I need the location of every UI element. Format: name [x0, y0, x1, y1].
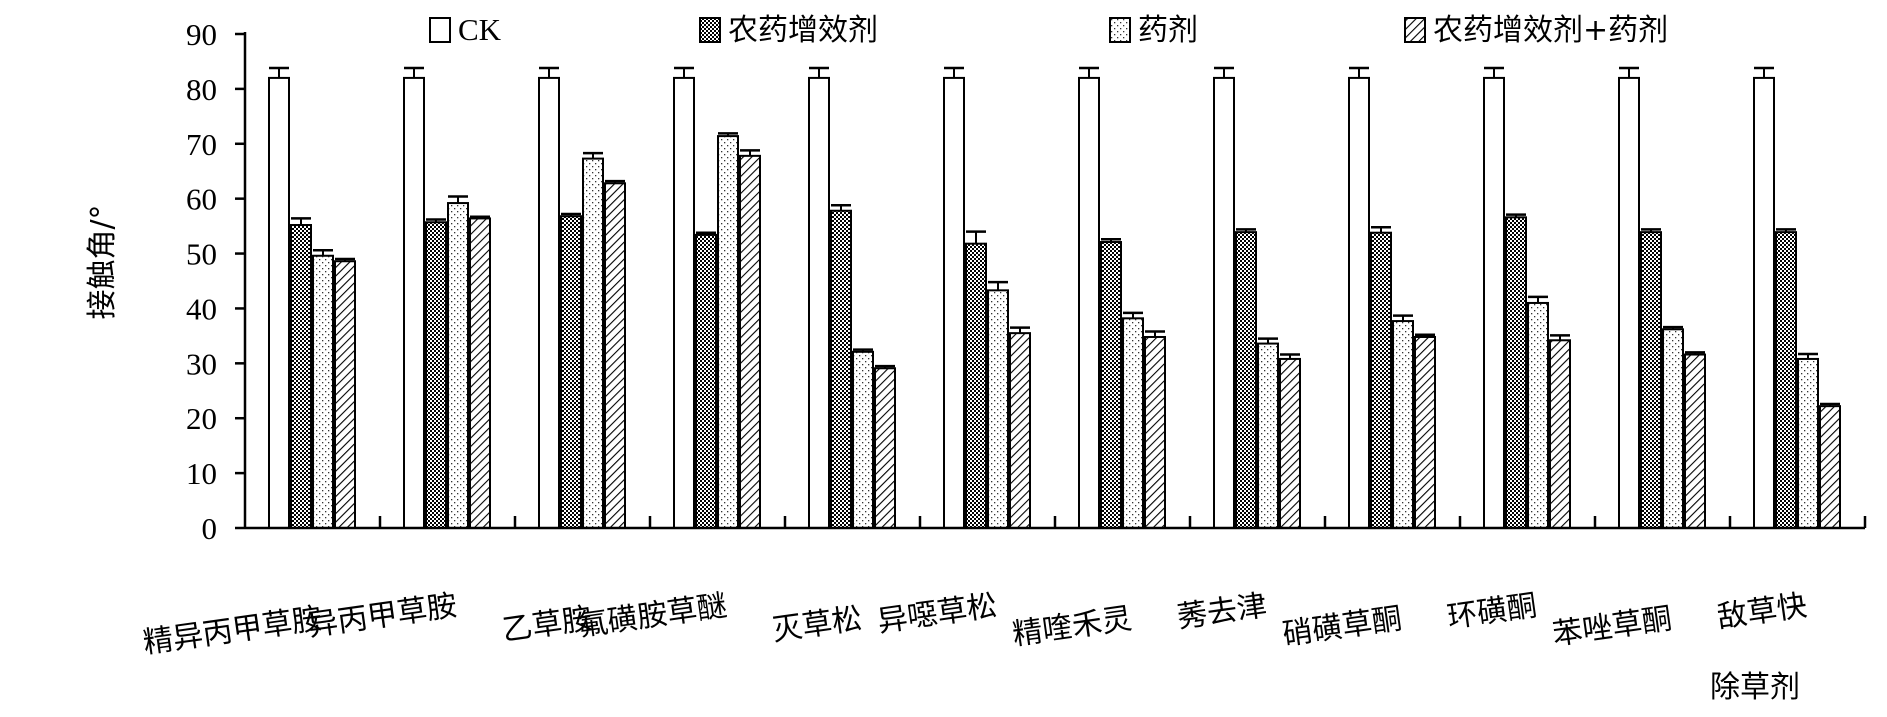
bar: [1144, 335, 1166, 529]
bar: [1370, 231, 1392, 529]
bar: [1618, 76, 1640, 530]
bar: [874, 367, 896, 530]
bar: [469, 217, 491, 529]
x-category-label: 硝磺草酮: [1280, 601, 1404, 652]
bar: [673, 76, 695, 530]
bar: [695, 233, 717, 529]
bar: [1414, 335, 1436, 529]
bar: [1213, 76, 1235, 530]
legend-swatch: [1404, 17, 1426, 43]
legend-label: 药剂: [1138, 13, 1198, 48]
bar: [1797, 357, 1819, 530]
x-axis-title: 除草剂: [1710, 670, 1800, 705]
legend-swatch: [1109, 17, 1131, 43]
x-category-label: 精喹禾灵: [1010, 601, 1134, 652]
y-tick-label: 0: [202, 511, 218, 546]
bar: [447, 202, 469, 530]
bar: [560, 215, 582, 529]
bar: [1392, 320, 1414, 529]
x-category-label: 莠去津: [1175, 588, 1269, 635]
bars: [268, 66, 1841, 530]
x-category-label: 异噁草松: [875, 588, 999, 639]
bar: [830, 209, 852, 529]
y-tick-label: 30: [186, 346, 217, 381]
bar: [965, 242, 987, 529]
axes: [243, 32, 1867, 530]
y-tick-label: 60: [186, 182, 217, 217]
bar: [582, 157, 604, 529]
y-tick-label: 20: [186, 401, 217, 436]
y-tick-label: 50: [186, 237, 217, 272]
bar: [1527, 301, 1549, 530]
bar: [1775, 231, 1797, 529]
bar: [1279, 357, 1301, 530]
y-axis-title: 接触角/°: [85, 204, 120, 319]
x-category-label: 灭草松: [770, 601, 864, 648]
bar: [312, 254, 334, 530]
legend: CK 农药增效剂 药剂 农药增效剂+药剂: [429, 12, 1668, 48]
bar: [1100, 241, 1122, 529]
bar: [1235, 231, 1257, 529]
bar: [1640, 231, 1662, 529]
x-category-label: 异丙甲草胺: [306, 588, 459, 644]
bar: [808, 76, 830, 530]
bar: [1078, 76, 1100, 530]
bar: [268, 76, 290, 530]
bar: [987, 289, 1009, 529]
legend-label: CK: [458, 12, 502, 47]
bar: [604, 182, 626, 529]
x-category-label: 环磺酮: [1445, 588, 1539, 635]
y-tick-label: 70: [186, 127, 217, 162]
bar: [1483, 76, 1505, 530]
x-category-label: 苯唑草酮: [1550, 601, 1674, 652]
bar: [290, 224, 312, 529]
y-tick-label: 90: [186, 17, 217, 52]
legend-swatch: [699, 17, 721, 43]
y-axis-ticks: 0 10 20 30 40 50 60 70 80 90: [186, 17, 245, 546]
y-tick-label: 40: [186, 291, 217, 326]
bar: [852, 350, 874, 529]
bar: [1662, 328, 1684, 529]
x-category-label: 敌草快: [1715, 588, 1809, 635]
bar: [739, 154, 761, 529]
bar: [425, 221, 447, 529]
bar: [1505, 216, 1527, 529]
x-category-label: 氟磺胺草醚: [576, 588, 729, 644]
bar: [1549, 339, 1571, 529]
y-tick-label: 10: [186, 456, 217, 491]
bar: [334, 260, 356, 529]
bar: [1009, 332, 1031, 529]
bar: [1257, 342, 1279, 529]
bar: [1684, 353, 1706, 529]
bar: [943, 76, 965, 530]
legend-label: 农药增效剂: [728, 13, 878, 48]
bar: [1348, 76, 1370, 530]
bar: [1753, 76, 1775, 530]
bar: [717, 135, 739, 530]
bar: [1122, 317, 1144, 529]
bar: [403, 76, 425, 530]
y-tick-label: 80: [186, 72, 217, 107]
x-category-label: 精异丙甲草胺: [141, 601, 324, 661]
legend-label: 农药增效剂+药剂: [1433, 13, 1668, 48]
bar: [1819, 405, 1841, 529]
bar: [538, 76, 560, 530]
legend-swatch: [429, 17, 451, 43]
